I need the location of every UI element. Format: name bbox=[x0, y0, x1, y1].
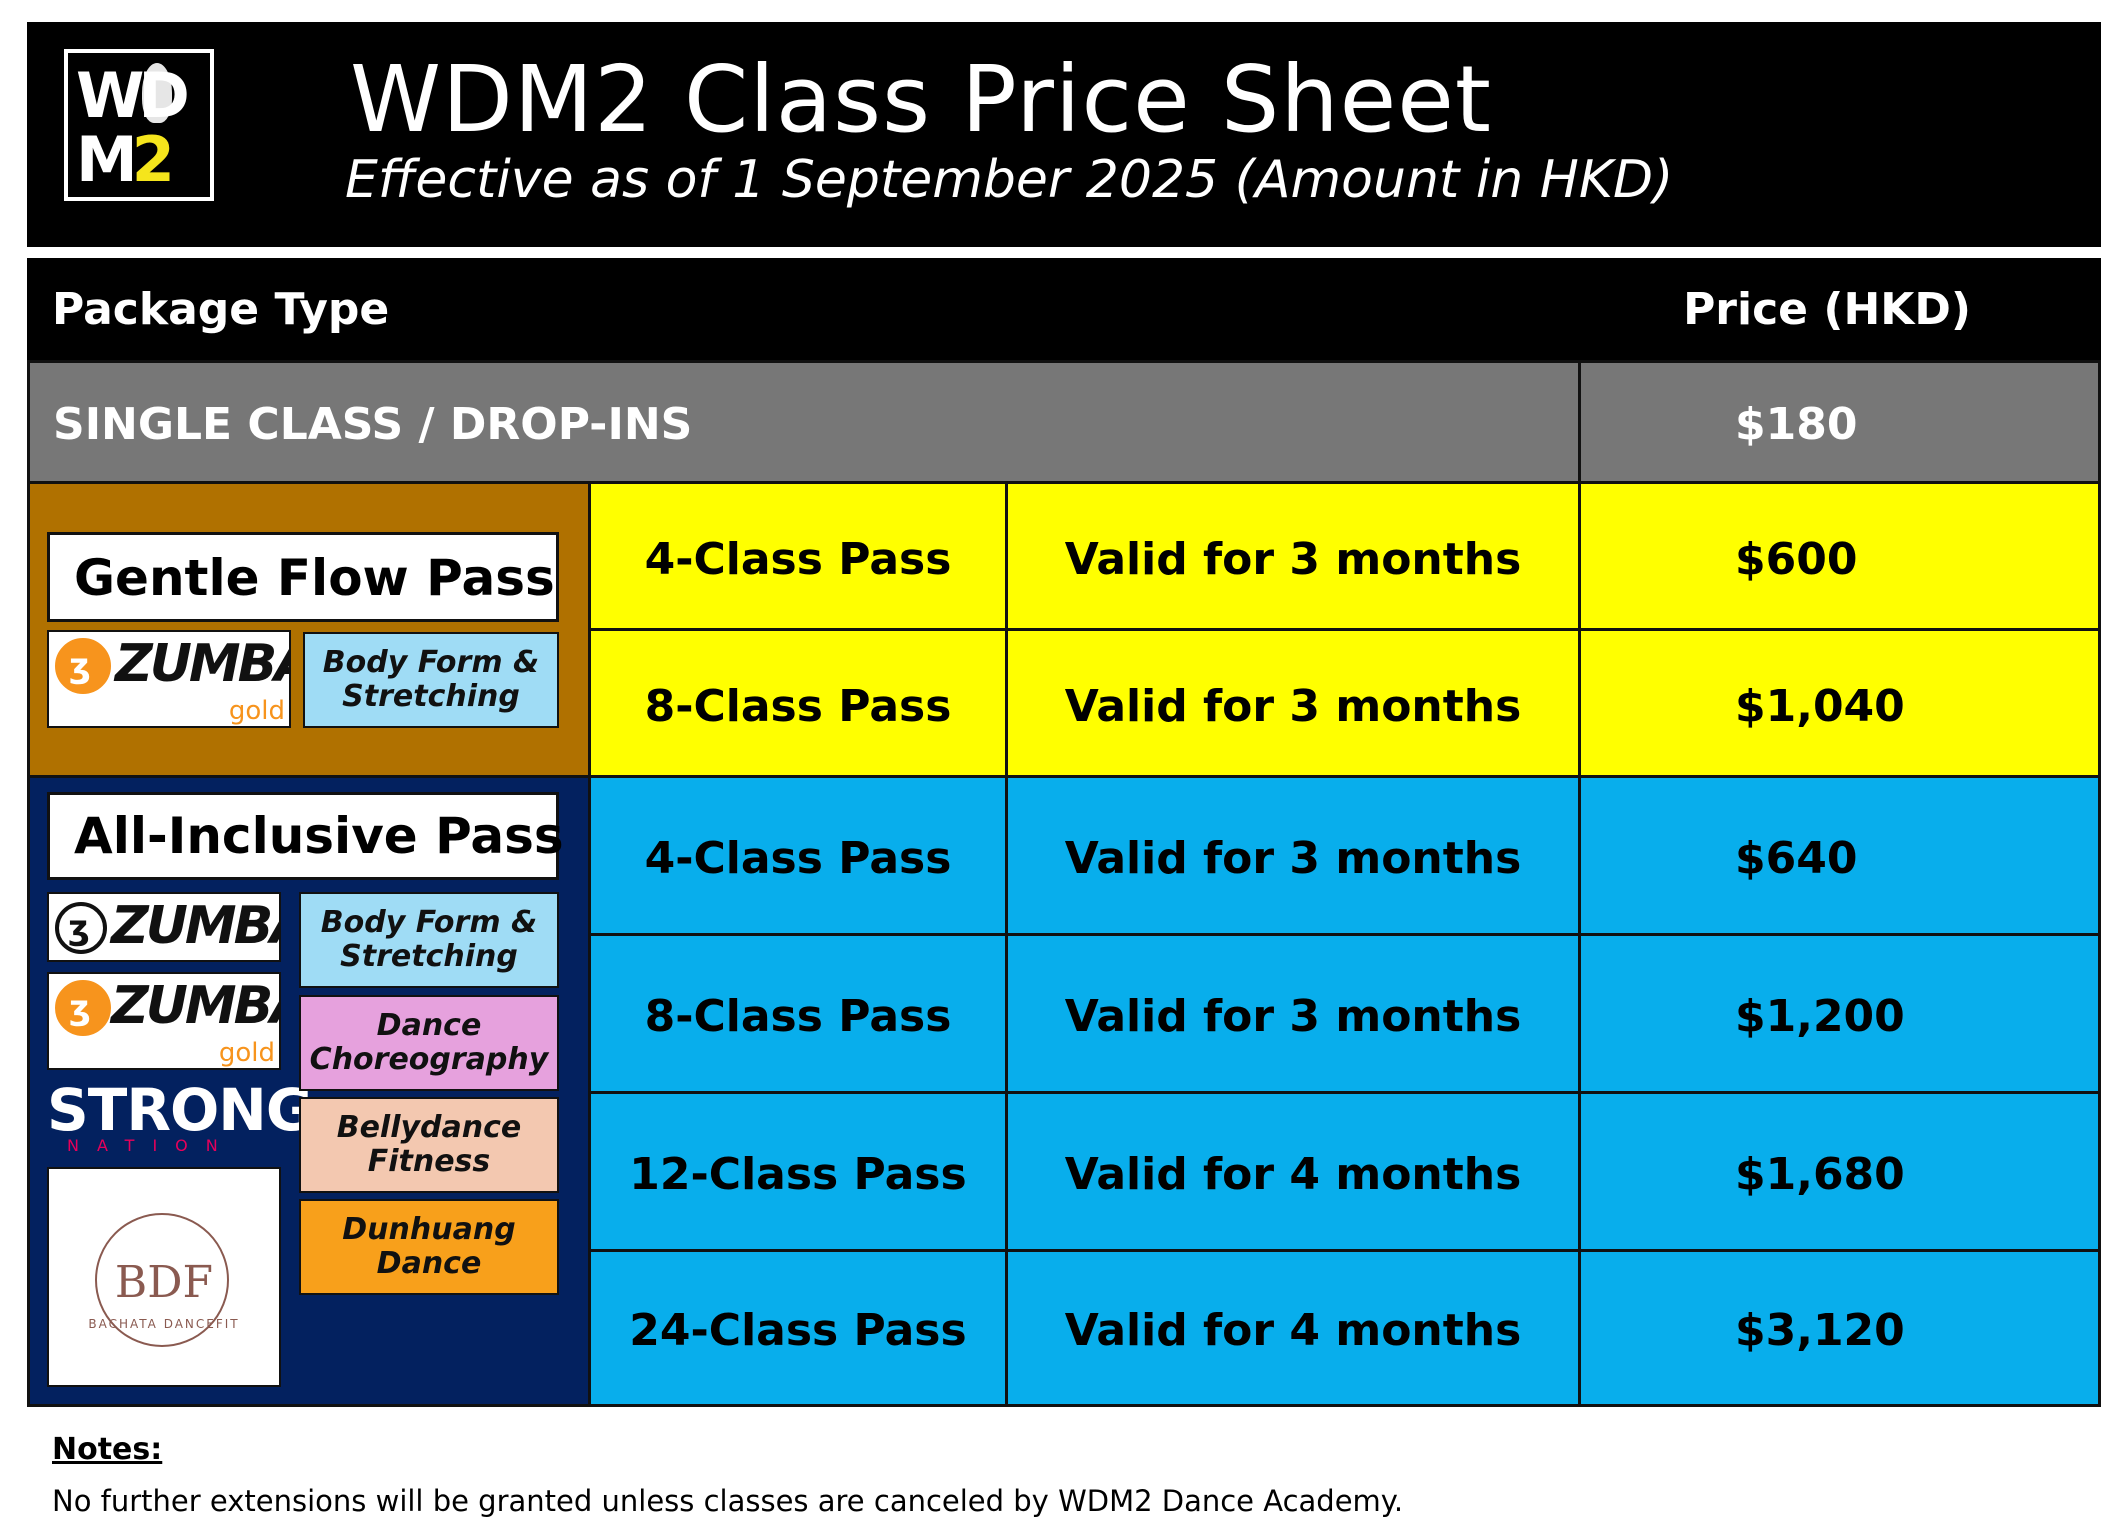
wdm2-logo: WD M2 bbox=[64, 49, 214, 201]
all-inclusive-title-box: All-Inclusive Pass bbox=[47, 792, 564, 880]
ai-row3-pass-cell: 12-Class Pass bbox=[588, 1091, 1008, 1252]
tag-dunhuang-dance: Dunhuang Dance bbox=[299, 1199, 559, 1295]
zumba-icon: ʒ bbox=[55, 902, 107, 954]
zumba-gold-icon-2: ʒ bbox=[55, 980, 111, 1036]
ai-row1-pass: 4-Class Pass bbox=[644, 833, 952, 884]
ai-row2-pass-cell: 8-Class Pass bbox=[588, 933, 1008, 1094]
gentle-row2-pass-cell: 8-Class Pass bbox=[588, 628, 1008, 778]
page-title: WDM2 Class Price Sheet bbox=[350, 46, 1492, 153]
ai-row3-validity-cell: Valid for 4 months bbox=[1005, 1091, 1581, 1252]
single-class-price-cell: $180 bbox=[1578, 360, 2101, 484]
single-class-price: $180 bbox=[1735, 399, 1858, 450]
ai-row4-pass-cell: 24-Class Pass bbox=[588, 1249, 1008, 1407]
title-banner bbox=[27, 22, 2101, 247]
column-header-package: Package Type bbox=[52, 284, 390, 335]
gentle-flow-panel bbox=[27, 481, 591, 778]
ai-row3-pass: 12-Class Pass bbox=[629, 1149, 967, 1200]
zumba-gold-icon: ʒ bbox=[55, 638, 111, 694]
ai-row2-price-cell: $1,200 bbox=[1578, 933, 2101, 1094]
page-subtitle: Effective as of 1 September 2025 (Amount… bbox=[345, 150, 1674, 210]
single-class-label-cell: SINGLE CLASS / DROP-INS bbox=[27, 360, 1581, 484]
bdf-ring-icon bbox=[95, 1213, 229, 1347]
gentle-row1-price-cell: $600 bbox=[1578, 481, 2101, 631]
gentle-row2-price-cell: $1,040 bbox=[1578, 628, 2101, 778]
ai-row4-price: $3,120 bbox=[1735, 1305, 1905, 1356]
gentle-flow-title: Gentle Flow Pass bbox=[74, 549, 555, 607]
notes-heading: Notes: bbox=[52, 1432, 163, 1467]
dancer-figure-icon bbox=[142, 63, 172, 123]
column-header-price: Price (HKD) bbox=[1683, 284, 1971, 335]
zumba-gold-logo: ʒ ZUMBA gold bbox=[47, 630, 291, 728]
logo-digit-2: 2 bbox=[131, 123, 175, 196]
gentle-row2-validity-cell: Valid for 3 months bbox=[1005, 628, 1581, 778]
ai-row2-validity: Valid for 3 months bbox=[1064, 991, 1522, 1042]
gentle-row2-pass: 8-Class Pass bbox=[644, 681, 952, 732]
notes-text: No further extensions will be granted un… bbox=[52, 1484, 1404, 1518]
ai-row3-price: $1,680 bbox=[1735, 1149, 1905, 1200]
ai-row1-validity-cell: Valid for 3 months bbox=[1005, 775, 1581, 936]
ai-row3-validity: Valid for 4 months bbox=[1064, 1149, 1522, 1200]
all-inclusive-title: All-Inclusive Pass bbox=[74, 807, 564, 865]
single-class-label: SINGLE CLASS / DROP-INS bbox=[53, 399, 693, 450]
ai-row2-validity-cell: Valid for 3 months bbox=[1005, 933, 1581, 1094]
ai-row4-validity: Valid for 4 months bbox=[1064, 1305, 1522, 1356]
ai-row2-price: $1,200 bbox=[1735, 991, 1905, 1042]
zumba-gold-logo-2: ʒ ZUMBA gold bbox=[47, 972, 281, 1070]
ai-row1-price-cell: $640 bbox=[1578, 775, 2101, 936]
gentle-row1-price: $600 bbox=[1735, 534, 1858, 585]
gentle-row1-pass: 4-Class Pass bbox=[644, 534, 952, 585]
zumba-logo: ʒ ZUMBA bbox=[47, 892, 281, 962]
tag-bellydance-fitness: Bellydance Fitness bbox=[299, 1097, 559, 1193]
bachata-dancefit-logo: BDF BACHATA DANCEFIT bbox=[47, 1167, 281, 1387]
ai-row3-price-cell: $1,680 bbox=[1578, 1091, 2101, 1252]
ai-row4-pass: 24-Class Pass bbox=[629, 1305, 967, 1356]
ai-row1-pass-cell: 4-Class Pass bbox=[588, 775, 1008, 936]
strong-nation-logo: STRONG NATION bbox=[47, 1076, 313, 1156]
gentle-row2-validity: Valid for 3 months bbox=[1064, 681, 1522, 732]
table-header: Package Type Price (HKD) bbox=[27, 258, 2101, 360]
ai-row4-validity-cell: Valid for 4 months bbox=[1005, 1249, 1581, 1407]
logo-letter-m: M bbox=[76, 123, 138, 196]
gentle-row1-validity: Valid for 3 months bbox=[1064, 534, 1522, 585]
tag-body-form-stretching-2: Body Form & Stretching bbox=[299, 892, 559, 988]
ai-row1-validity: Valid for 3 months bbox=[1064, 833, 1522, 884]
ai-row1-price: $640 bbox=[1735, 833, 1858, 884]
gentle-row2-price: $1,040 bbox=[1735, 681, 1905, 732]
tag-dance-choreography: Dance Choreography bbox=[299, 995, 559, 1091]
gentle-row1-validity-cell: Valid for 3 months bbox=[1005, 481, 1581, 631]
ai-row2-pass: 8-Class Pass bbox=[644, 991, 952, 1042]
gentle-row1-pass-cell: 4-Class Pass bbox=[588, 481, 1008, 631]
ai-row4-price-cell: $3,120 bbox=[1578, 1249, 2101, 1407]
gentle-flow-title-box: Gentle Flow Pass bbox=[47, 532, 559, 622]
tag-body-form-stretching: Body Form & Stretching bbox=[303, 632, 559, 728]
